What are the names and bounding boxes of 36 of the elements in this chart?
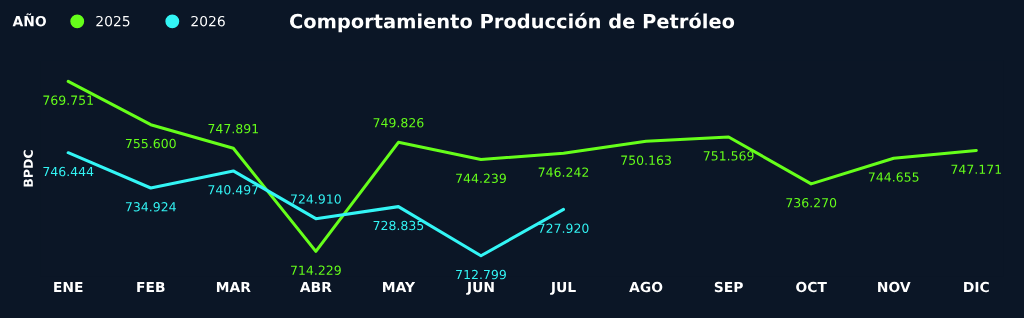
data-label: 747.891	[208, 123, 258, 134]
x-tick-label: DIC	[964, 281, 989, 293]
x-tick-label: MAY	[383, 281, 416, 293]
legend-title: AÑO	[12, 13, 46, 27]
x-tick-label: OCT	[796, 281, 827, 293]
legend-label: 2026	[191, 15, 225, 27]
data-label: 728.835	[373, 220, 424, 231]
legend-label: 2025	[96, 15, 130, 27]
data-label: 751.569	[703, 151, 754, 161]
data-label: 746.444	[43, 166, 94, 177]
x-tick-label: SEP	[714, 281, 743, 293]
x-tick-label: JUN	[466, 281, 494, 295]
data-label: 746.242	[538, 167, 589, 177]
data-label: 714.229	[291, 265, 341, 275]
data-label: 727.920	[538, 223, 589, 233]
x-tick-label: JUL	[550, 281, 576, 295]
x-tick-label: FEB	[137, 281, 165, 293]
data-label: 740.497	[208, 185, 259, 195]
x-tick-label: AGO	[629, 281, 663, 293]
data-label: 744.239	[456, 173, 506, 184]
x-tick-label: ENE	[54, 281, 83, 293]
data-label: 712.799	[456, 269, 506, 280]
data-label: 747.171	[951, 164, 1001, 174]
x-tick-label: NOV	[878, 281, 911, 293]
x-tick-label: ABR	[299, 281, 332, 293]
data-label: 755.600	[125, 138, 176, 149]
y-axis-title: BPDC	[23, 150, 33, 187]
data-label: 724.910	[291, 194, 341, 204]
x-tick-label: MAR	[216, 281, 251, 293]
data-label: 750.163	[621, 155, 671, 165]
data-label: 734.924	[125, 202, 176, 212]
chart-title: Comportamiento Producción de Petróleo	[289, 12, 735, 33]
data-label: 769.751	[43, 95, 93, 105]
data-label: 749.826	[373, 117, 424, 128]
data-label: 744.655	[868, 172, 919, 182]
data-label: 736.270	[786, 197, 837, 208]
